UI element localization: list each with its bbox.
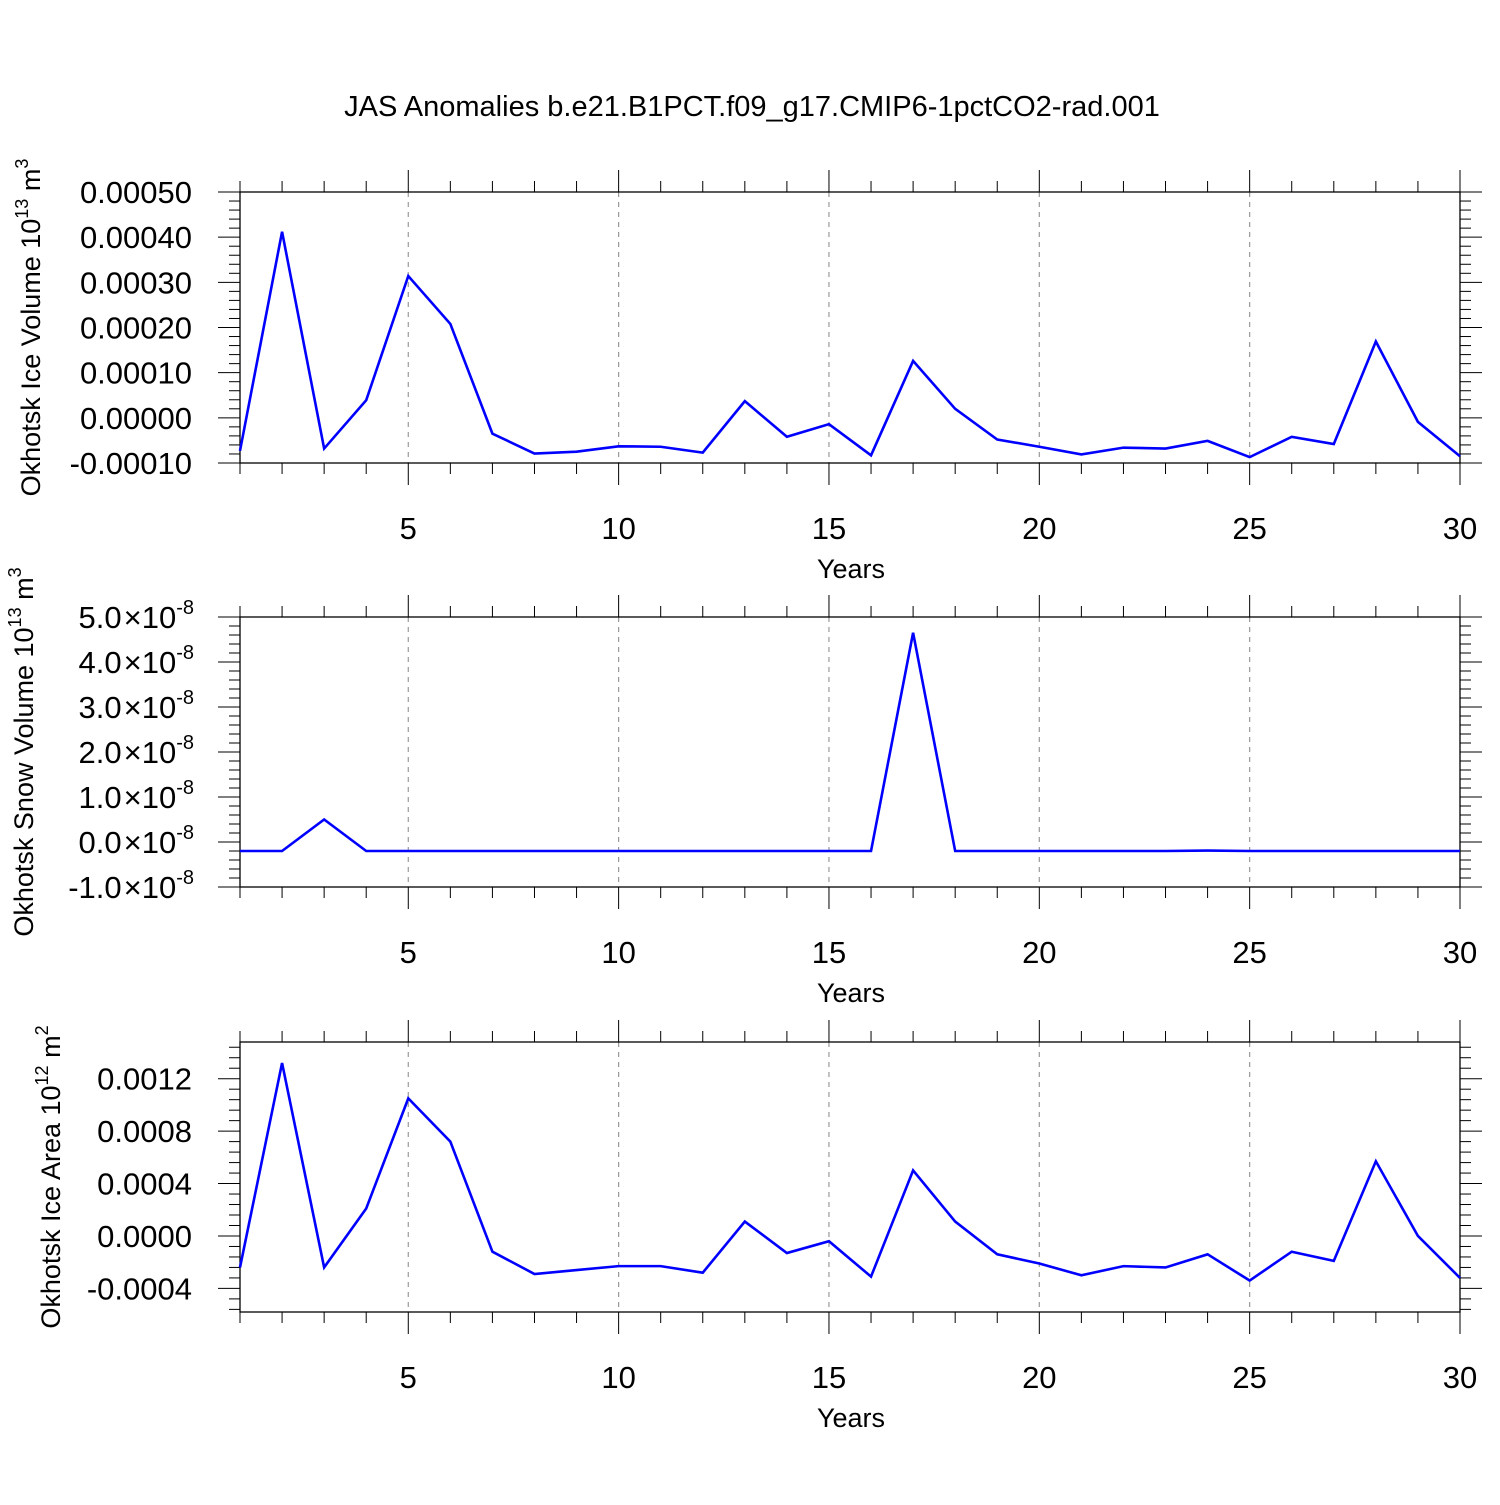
y-tick-label: 5.0×10-8 bbox=[79, 597, 195, 635]
x-tick-label: 10 bbox=[601, 511, 635, 546]
y-tick-label: 0.00050 bbox=[80, 175, 192, 210]
chart-title: JAS Anomalies b.e21.B1PCT.f09_g17.CMIP6-… bbox=[344, 91, 1160, 123]
x-tick-label: 5 bbox=[400, 1360, 417, 1395]
y-tick-label: 3.0×10-8 bbox=[79, 687, 195, 725]
x-tick-label: 15 bbox=[812, 1360, 846, 1395]
y-tick-label: 2.0×10-8 bbox=[79, 732, 195, 770]
y-tick-label: -0.00010 bbox=[70, 446, 192, 481]
x-tick-label: 25 bbox=[1232, 935, 1266, 970]
x-tick-label: 10 bbox=[601, 935, 635, 970]
y-tick-label: 0.00040 bbox=[80, 220, 192, 255]
y-tick-label: -1.0×10-8 bbox=[68, 867, 194, 905]
y-tick-label: 0.00020 bbox=[80, 311, 192, 346]
x-tick-label: 25 bbox=[1232, 511, 1266, 546]
y-tick-label: 4.0×10-8 bbox=[79, 642, 195, 680]
x-tick-label: 5 bbox=[400, 935, 417, 970]
x-axis-title: Years bbox=[817, 1403, 885, 1433]
y-tick-label: 0.0004 bbox=[97, 1167, 192, 1202]
y-tick-label: 0.0012 bbox=[97, 1062, 192, 1097]
x-tick-label: 25 bbox=[1232, 1360, 1266, 1395]
y-tick-label: 0.00030 bbox=[80, 265, 192, 300]
chart-panel-1: 5 10 15 20 25 30 Years -0.00010 0.00000 0.00010 0.… bbox=[12, 159, 1482, 584]
x-tick-label: 20 bbox=[1022, 935, 1056, 970]
plot-frame bbox=[239, 1041, 1461, 1313]
plot-frame bbox=[239, 616, 1461, 888]
series-line bbox=[238, 1062, 1461, 1283]
y-tick-label: 0.0008 bbox=[97, 1114, 192, 1149]
x-tick-label: 15 bbox=[812, 935, 846, 970]
x-tick-label: 20 bbox=[1022, 1360, 1056, 1395]
y-tick-label: 1.0×10-8 bbox=[79, 777, 195, 815]
series-line bbox=[238, 231, 1461, 459]
x-tick-label: 30 bbox=[1443, 1360, 1477, 1395]
chart-panel-2: 5 10 15 20 25 30 Years -1.0×10-8 0.0×10-8 1.0×10-… bbox=[5, 567, 1482, 1008]
y-tick-label: 0.0000 bbox=[97, 1219, 192, 1254]
y-axis-title: Okhotsk Ice Area 1012 m2 bbox=[32, 1025, 66, 1328]
x-tick-label: 15 bbox=[812, 511, 846, 546]
x-tick-label: 5 bbox=[400, 511, 417, 546]
y-tick-label: -0.0004 bbox=[87, 1271, 192, 1306]
x-tick-label: 30 bbox=[1443, 511, 1477, 546]
y-tick-label: 0.0×10-8 bbox=[79, 822, 195, 860]
x-tick-label: 10 bbox=[601, 1360, 635, 1395]
y-axis-title: Okhotsk Ice Volume 1013 m3 bbox=[12, 159, 46, 497]
y-tick-label: 0.00000 bbox=[80, 401, 192, 436]
series-line bbox=[240, 632, 1460, 853]
chart-panel-3: 5 10 15 20 25 30 Years -0.0004 0.0000 0.0004 0.000… bbox=[32, 1020, 1482, 1433]
x-tick-label: 30 bbox=[1443, 935, 1477, 970]
x-axis-title: Years bbox=[817, 554, 885, 584]
plot-frame bbox=[239, 191, 1461, 464]
x-tick-label: 20 bbox=[1022, 511, 1056, 546]
x-axis-title: Years bbox=[817, 978, 885, 1008]
y-tick-label: 0.00010 bbox=[80, 356, 192, 391]
y-axis-title: Okhotsk Snow Volume 1013 m3 bbox=[5, 567, 39, 936]
